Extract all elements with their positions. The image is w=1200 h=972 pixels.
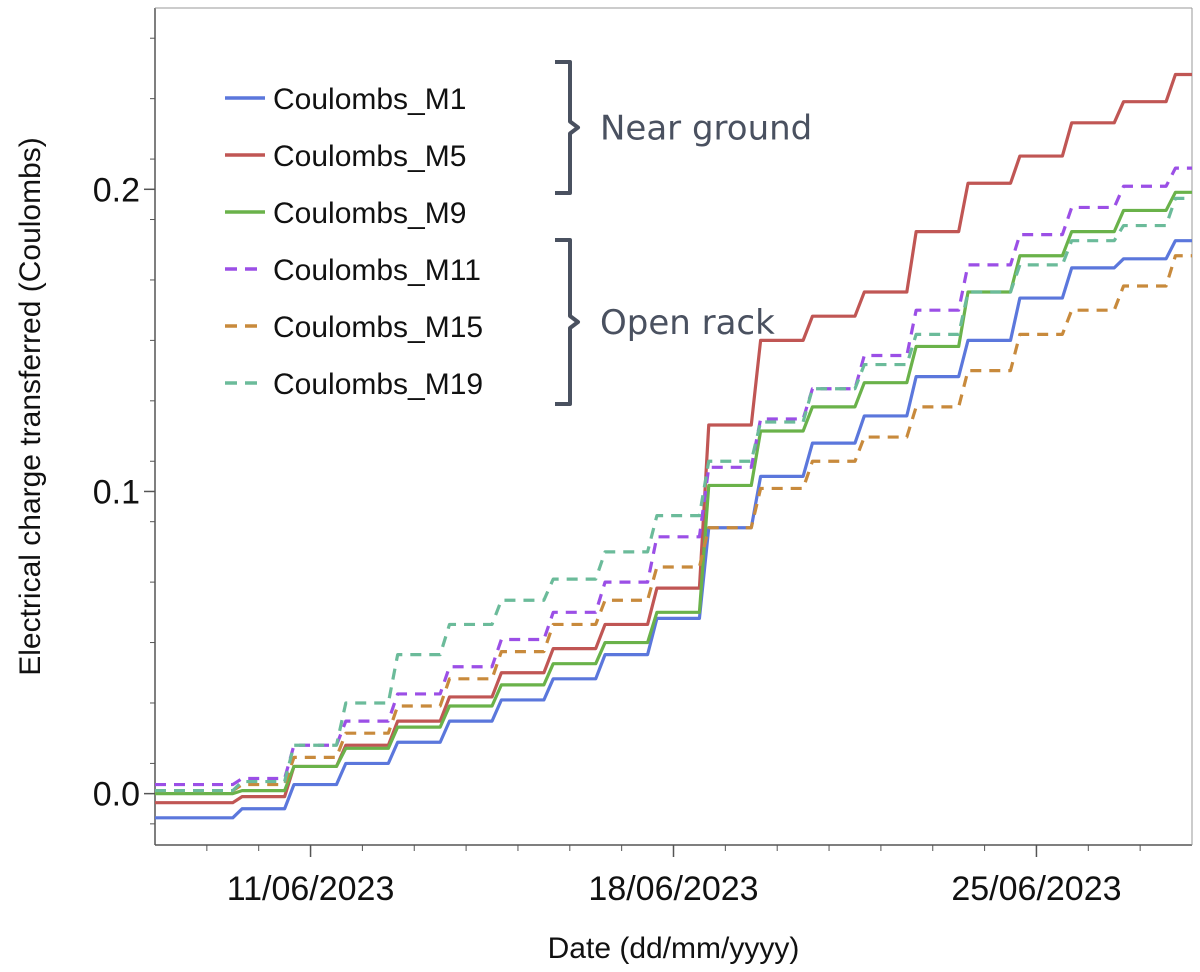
- series-line-coulombs-m9: [155, 190, 1192, 796]
- y-tick-label: 0.1: [93, 473, 140, 511]
- legend-label: Coulombs_M19: [273, 368, 483, 401]
- group-bracket: [555, 60, 580, 195]
- legend-label: Coulombs_M15: [273, 311, 483, 344]
- y-tick-label: 0.2: [93, 171, 140, 209]
- series-line-coulombs-m11: [155, 166, 1192, 787]
- legend-label: Coulombs_M11: [273, 254, 481, 287]
- series-line-coulombs-m15: [155, 254, 1192, 793]
- series-line-coulombs-m19: [155, 196, 1192, 793]
- axes: 0.0 0.1 0.2 11/06/2023 18/06/2023 25/06/2023: [93, 7, 1193, 908]
- legend-label: Coulombs_M1: [273, 83, 466, 116]
- legend-label: Coulombs_M9: [273, 197, 466, 230]
- y-axis-title: Electrical charge transferred (Coulombs): [14, 137, 47, 676]
- group-bracket: [555, 238, 580, 406]
- series-lines: [155, 72, 1192, 820]
- legend-label: Coulombs_M5: [273, 140, 466, 173]
- legend: Coulombs_M1 Coulombs_M5 Coulombs_M9 Coulomb…: [225, 60, 812, 406]
- y-tick-label: 0.0: [93, 776, 140, 814]
- group-label: Open rack: [600, 303, 775, 343]
- x-tick-label: 11/06/2023: [227, 870, 395, 908]
- x-tick-label: 25/06/2023: [951, 870, 1121, 908]
- x-tick-label: 18/06/2023: [588, 870, 758, 908]
- group-label: Near ground: [600, 109, 812, 149]
- x-axis-title: Date (dd/mm/yyyy): [548, 932, 800, 965]
- series-line-coulombs-m1: [155, 239, 1192, 820]
- series-line-coulombs-m5: [155, 72, 1192, 805]
